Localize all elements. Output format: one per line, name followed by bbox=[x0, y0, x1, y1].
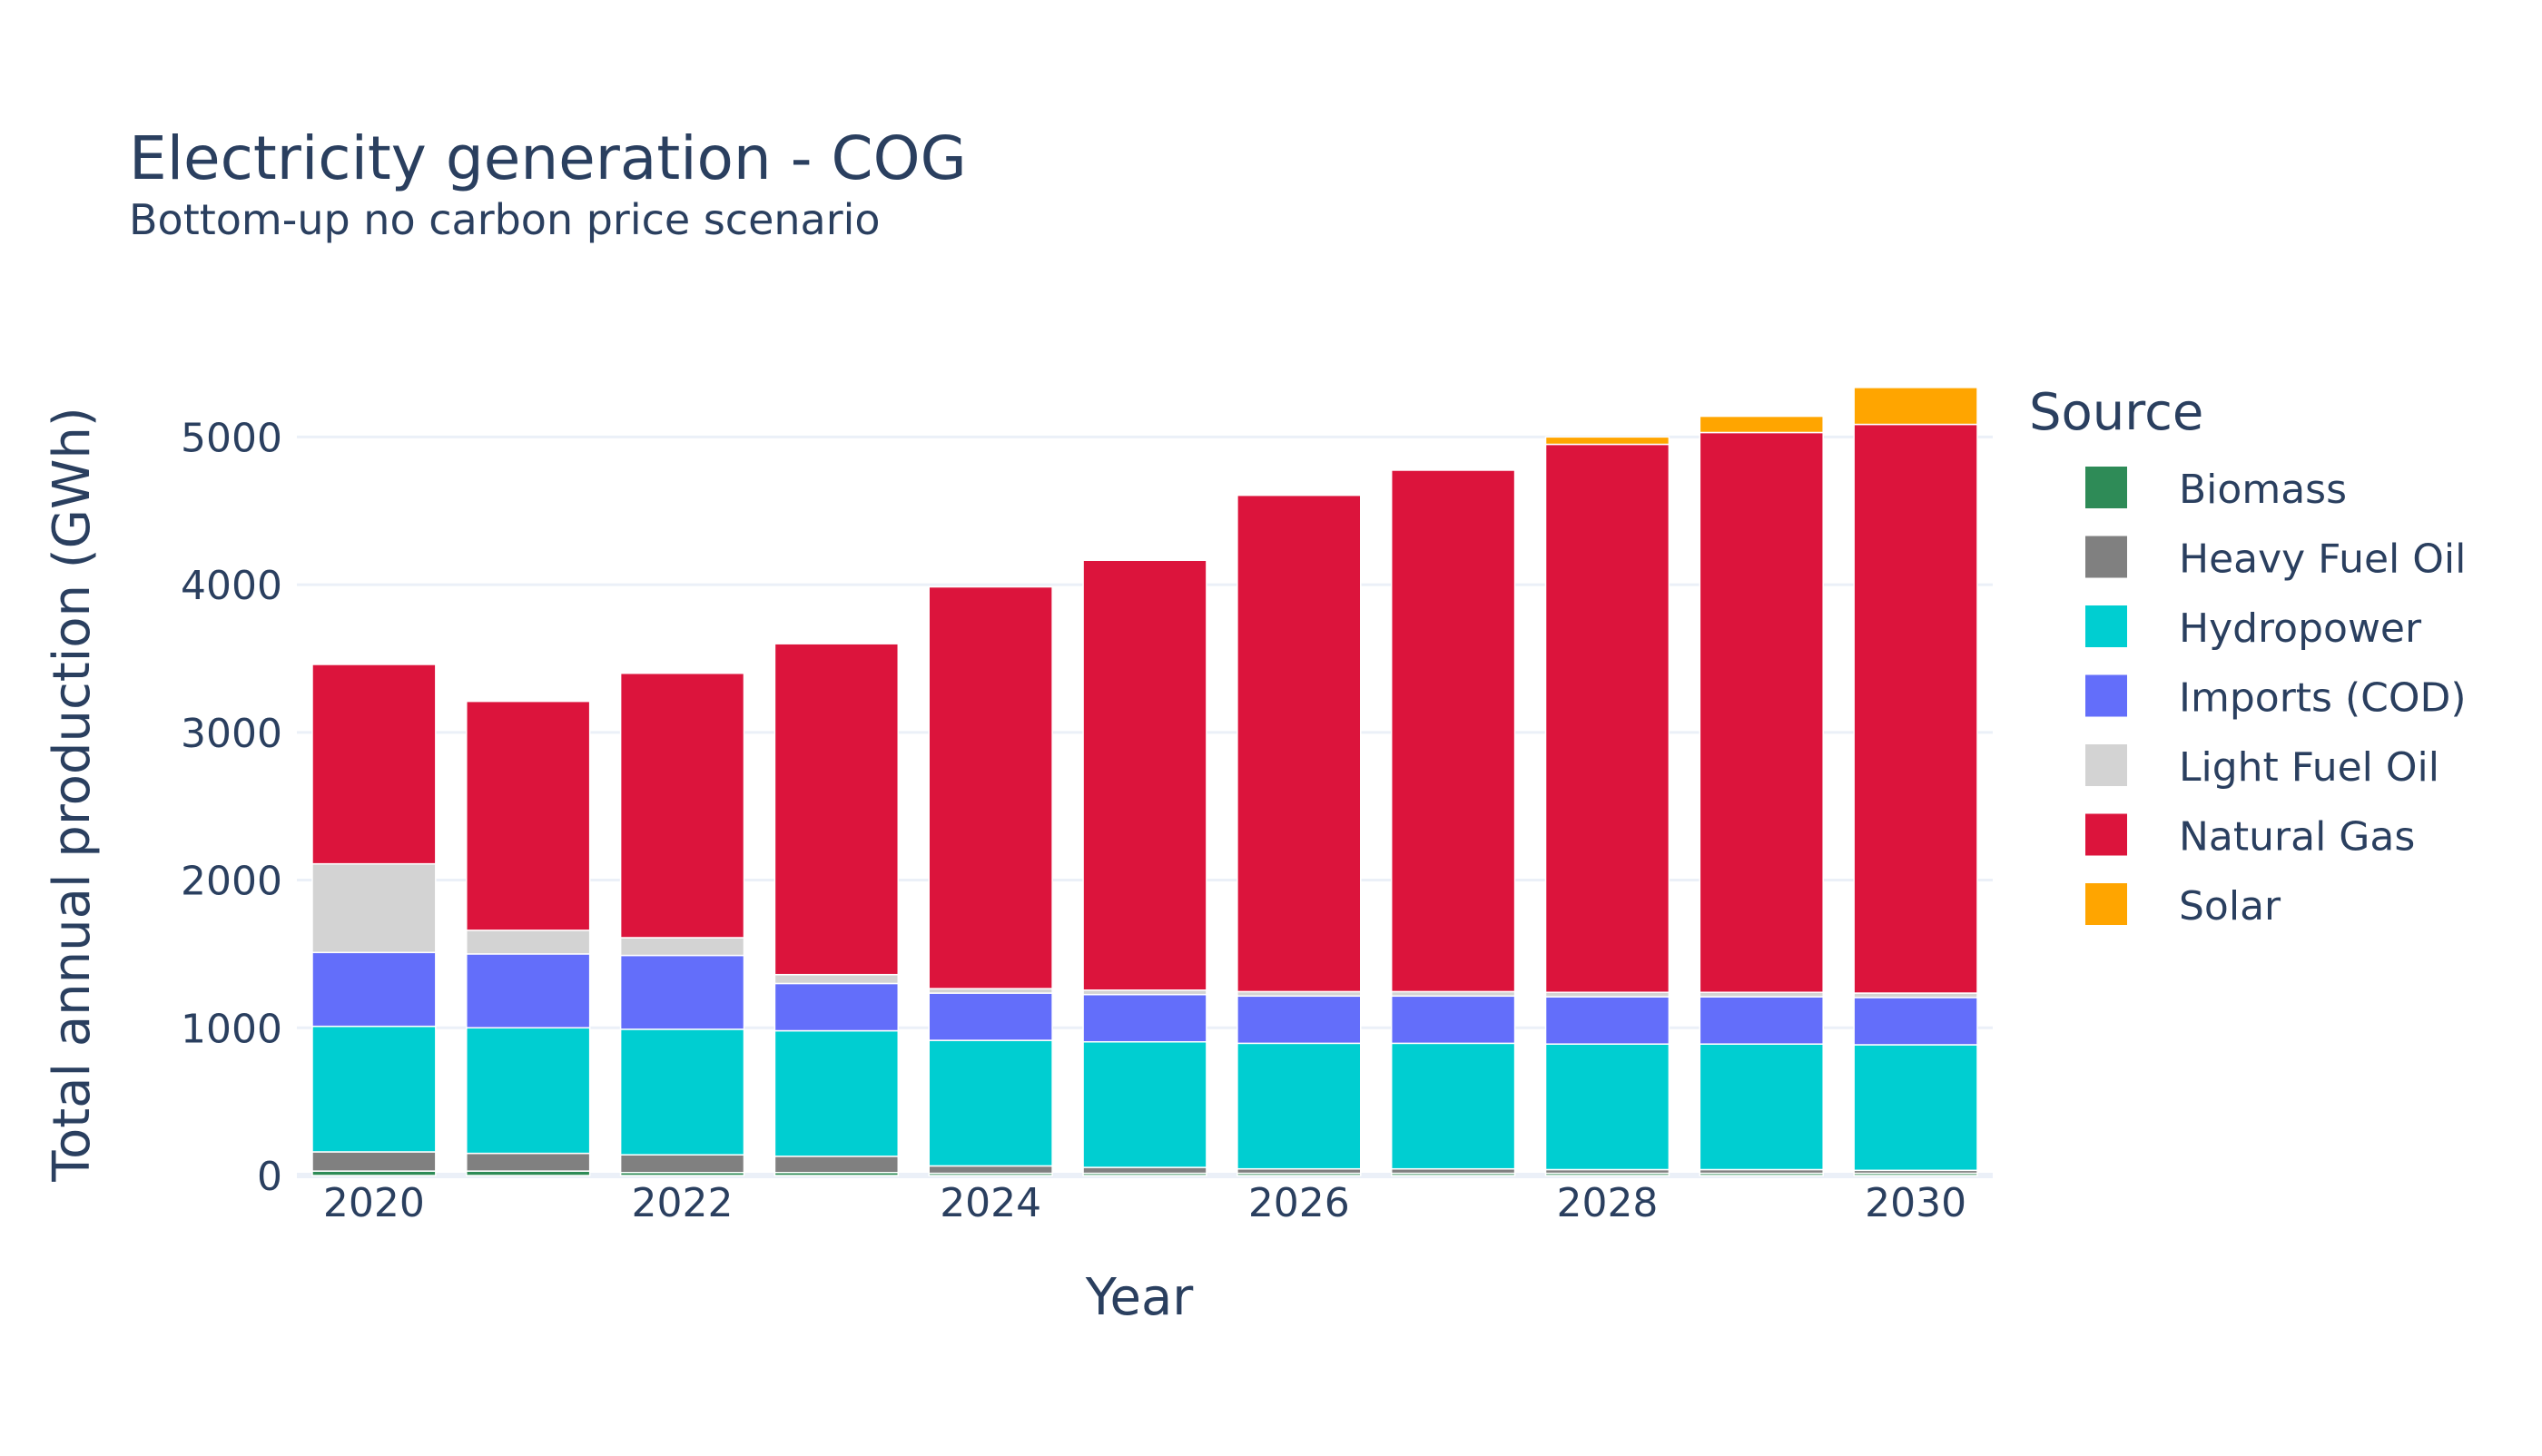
bar-segment bbox=[928, 992, 1053, 1041]
bar-segment bbox=[773, 1156, 900, 1174]
bar-segment bbox=[1390, 995, 1516, 1045]
bar-segment bbox=[1082, 993, 1207, 1043]
y-tick-label: 1000 bbox=[181, 1006, 282, 1052]
legend-item[interactable]: Imports (COD) bbox=[2085, 674, 2467, 722]
bar-segment bbox=[619, 1154, 745, 1174]
x-tick-label: 2026 bbox=[1248, 1180, 1350, 1226]
bar-segment bbox=[619, 937, 745, 957]
bar-segment bbox=[311, 862, 437, 954]
bar-segment bbox=[928, 1165, 1053, 1175]
bar-segment bbox=[619, 672, 745, 939]
x-axis-ticks: 2020 2022 2024 2026 2028 2030 bbox=[323, 1180, 1966, 1226]
x-tick-label: 2022 bbox=[632, 1180, 734, 1226]
legend-label: Hydropower bbox=[2179, 605, 2422, 652]
bar-segment bbox=[1853, 423, 1978, 994]
legend-item[interactable]: Natural Gas bbox=[2085, 813, 2415, 861]
y-tick-label: 5000 bbox=[181, 415, 282, 461]
legend-label: Solar bbox=[2179, 883, 2281, 930]
bar-segment bbox=[311, 1025, 437, 1153]
legend-swatch bbox=[2085, 605, 2127, 647]
y-tick-label: 3000 bbox=[181, 711, 282, 757]
x-tick-label: 2024 bbox=[940, 1180, 1041, 1226]
bar-segment bbox=[311, 1151, 437, 1172]
bar-segment bbox=[1082, 1166, 1207, 1175]
y-tick-label: 2000 bbox=[181, 859, 282, 905]
bar-segment bbox=[466, 953, 591, 1029]
bar-segment bbox=[1699, 996, 1824, 1045]
bar-segment bbox=[928, 585, 1053, 989]
bars bbox=[311, 387, 1978, 1176]
bar-segment bbox=[1082, 1040, 1207, 1168]
bar-segment bbox=[619, 954, 745, 1030]
bar-segment bbox=[466, 1152, 591, 1172]
legend-swatch bbox=[2085, 536, 2127, 578]
bar-segment bbox=[1237, 494, 1362, 993]
x-tick-label: 2020 bbox=[323, 1180, 425, 1226]
bar-segment bbox=[1390, 469, 1516, 993]
chart-subtitle: Bottom-up no carbon price scenario bbox=[129, 195, 881, 244]
y-axis-title: Total annual production (GWh) bbox=[43, 407, 102, 1183]
bar-segment bbox=[1390, 1042, 1516, 1170]
y-tick-label: 4000 bbox=[181, 563, 282, 609]
bar-segment bbox=[1699, 1043, 1824, 1171]
bar-segment bbox=[773, 1029, 900, 1157]
bar-segment bbox=[1544, 996, 1670, 1045]
bar-segment bbox=[1699, 415, 1824, 434]
legend-item[interactable]: Biomass bbox=[2085, 467, 2347, 513]
legend-item[interactable]: Heavy Fuel Oil bbox=[2085, 536, 2466, 583]
legend-item[interactable]: Hydropower bbox=[2085, 605, 2422, 652]
bar-segment bbox=[928, 1039, 1053, 1167]
bar-segment bbox=[1544, 436, 1670, 446]
legend-swatch bbox=[2085, 674, 2127, 717]
chart-title: Electricity generation - COG bbox=[129, 123, 967, 193]
y-axis-ticks: 0 1000 2000 3000 4000 5000 bbox=[181, 415, 282, 1200]
bar-segment bbox=[311, 951, 437, 1028]
bar-segment bbox=[773, 982, 900, 1032]
bar-segment bbox=[1544, 443, 1670, 993]
bar-segment bbox=[1699, 431, 1824, 993]
bar-segment bbox=[1544, 1043, 1670, 1171]
legend-item[interactable]: Light Fuel Oil bbox=[2085, 744, 2439, 791]
legend-label: Biomass bbox=[2179, 467, 2347, 513]
bar-segment bbox=[466, 930, 591, 955]
legend-label: Imports (COD) bbox=[2179, 675, 2467, 722]
bar-segment bbox=[1082, 559, 1207, 991]
bar-segment bbox=[311, 664, 437, 865]
x-axis-title: Year bbox=[1085, 1268, 1195, 1327]
bar-segment bbox=[1237, 995, 1362, 1045]
legend-title: Source bbox=[2029, 383, 2203, 442]
legend-label: Natural Gas bbox=[2179, 814, 2415, 861]
bar-segment bbox=[773, 973, 900, 985]
legend-item[interactable]: Solar bbox=[2085, 883, 2281, 930]
bar-segment bbox=[1853, 387, 1978, 426]
x-tick-label: 2028 bbox=[1556, 1180, 1658, 1226]
bar-segment bbox=[466, 700, 591, 931]
bar-segment bbox=[466, 1027, 591, 1155]
legend-swatch bbox=[2085, 883, 2127, 925]
legend-label: Heavy Fuel Oil bbox=[2179, 536, 2466, 583]
x-tick-label: 2030 bbox=[1865, 1180, 1966, 1226]
bar-segment bbox=[619, 1028, 745, 1156]
legend-swatch bbox=[2085, 744, 2127, 786]
bar-segment bbox=[1237, 1042, 1362, 1170]
bar-segment bbox=[1853, 997, 1978, 1046]
y-tick-label: 0 bbox=[257, 1154, 282, 1200]
legend-label: Light Fuel Oil bbox=[2179, 744, 2439, 791]
bar-segment bbox=[1853, 1044, 1978, 1172]
legend: Biomass Heavy Fuel Oil Hydropower Imports (… bbox=[2085, 467, 2467, 930]
bar-segment bbox=[773, 643, 900, 976]
legend-swatch bbox=[2085, 813, 2127, 856]
legend-swatch bbox=[2085, 467, 2127, 508]
